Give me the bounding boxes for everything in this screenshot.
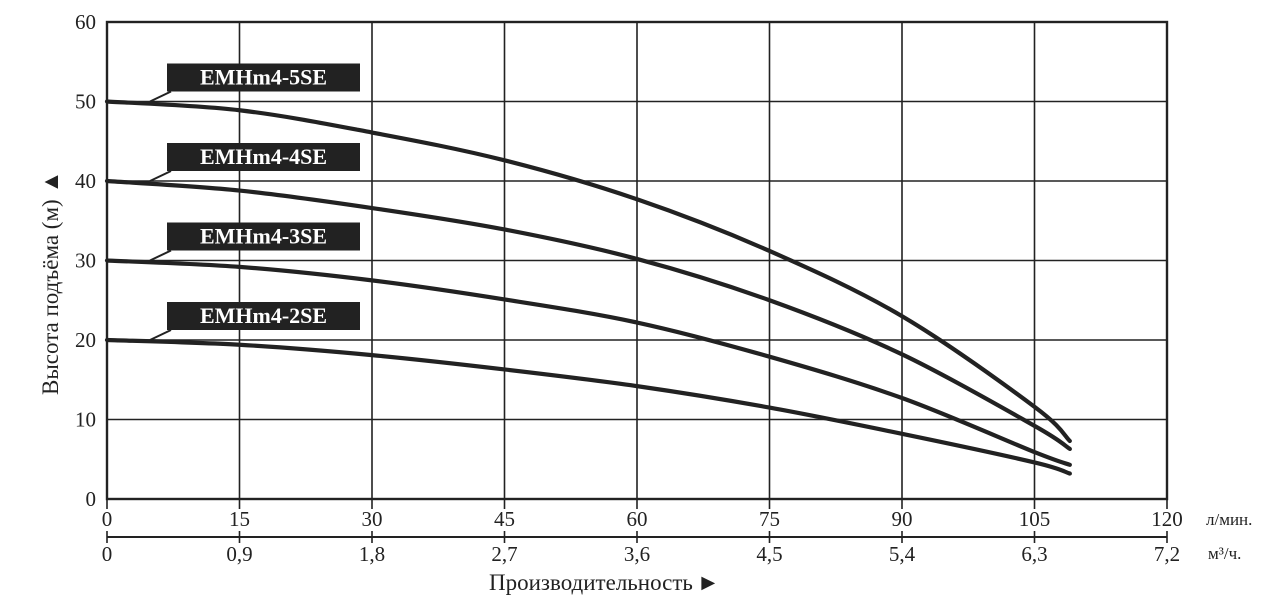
x-tick-label: 120 (1151, 507, 1183, 531)
y-tick-label: 30 (75, 249, 96, 273)
x-tick-label: 90 (892, 507, 913, 531)
x-tick-label: 105 (1019, 507, 1051, 531)
x-tick-label: 75 (759, 507, 780, 531)
x2-tick-label: 6,3 (1021, 542, 1047, 566)
series-label-box (167, 222, 360, 251)
x2-tick-label: 5,4 (889, 542, 916, 566)
x2-tick-label: 3,6 (624, 542, 650, 566)
x2-tick-label: 7,2 (1154, 542, 1180, 566)
series-label-leader (149, 90, 172, 103)
x-tick-label: 0 (102, 507, 113, 531)
y-axis-title-text: Высота подъёма (м) (38, 199, 63, 395)
series-label: EMHm4-5SE (200, 65, 327, 90)
axes: 0 15 30 45 60 75 90 105 120 0 10 20 30 40 50 60 0 0,9 1,8 2… (75, 10, 1183, 566)
y-tick-label: 20 (75, 328, 96, 352)
series-label-leader (149, 249, 172, 262)
x2-tick-label: 4,5 (756, 542, 782, 566)
x2-tick-label: 0,9 (226, 542, 252, 566)
y-axis-title: Высота подъёма (м) ▲ (38, 171, 63, 395)
x-tick-label: 60 (627, 507, 648, 531)
x2-tick-label: 0 (102, 542, 113, 566)
series-label-box (167, 143, 360, 171)
series-label-leader (149, 170, 172, 182)
series-labels: EMHm4-5SE EMHm4-4SE EMHm4-3SE EMHm4-2SE (149, 63, 360, 341)
series-line-EMHm4-3SE (104, 258, 1072, 467)
series-label: EMHm4-2SE (200, 303, 327, 328)
series-label: EMHm4-3SE (200, 224, 327, 249)
series-label-leader (149, 329, 172, 341)
x-tick-label: 15 (229, 507, 250, 531)
y-tick-label: 0 (86, 487, 97, 511)
y-tick-label: 60 (75, 10, 96, 34)
x2-tick-label: 2,7 (491, 542, 517, 566)
series-line-EMHm4-5SE (104, 99, 1072, 444)
x-tick-label: 30 (362, 507, 383, 531)
series-line-EMHm4-4SE (104, 178, 1072, 452)
series-label-box (167, 302, 360, 330)
series-curves (104, 99, 1072, 476)
x2-unit-label: м³/ч. (1208, 544, 1241, 563)
y-tick-label: 10 (75, 408, 96, 432)
x-unit-label: л/мин. (1206, 510, 1252, 529)
x-axis-title: Производительность ► (489, 570, 720, 595)
series-label: EMHm4-4SE (200, 144, 327, 169)
x2-tick-label: 1,8 (359, 542, 385, 566)
y-tick-label: 40 (75, 169, 96, 193)
y-tick-label: 50 (75, 90, 96, 114)
series-line-EMHm4-2SE (104, 337, 1072, 476)
series-label-box (167, 63, 360, 92)
x-axis-title-text: Производительность (489, 570, 693, 595)
y-axis-arrow-icon: ▲ (38, 171, 63, 194)
x-tick-label: 45 (494, 507, 515, 531)
x-axis-arrow-icon: ► (697, 570, 720, 595)
